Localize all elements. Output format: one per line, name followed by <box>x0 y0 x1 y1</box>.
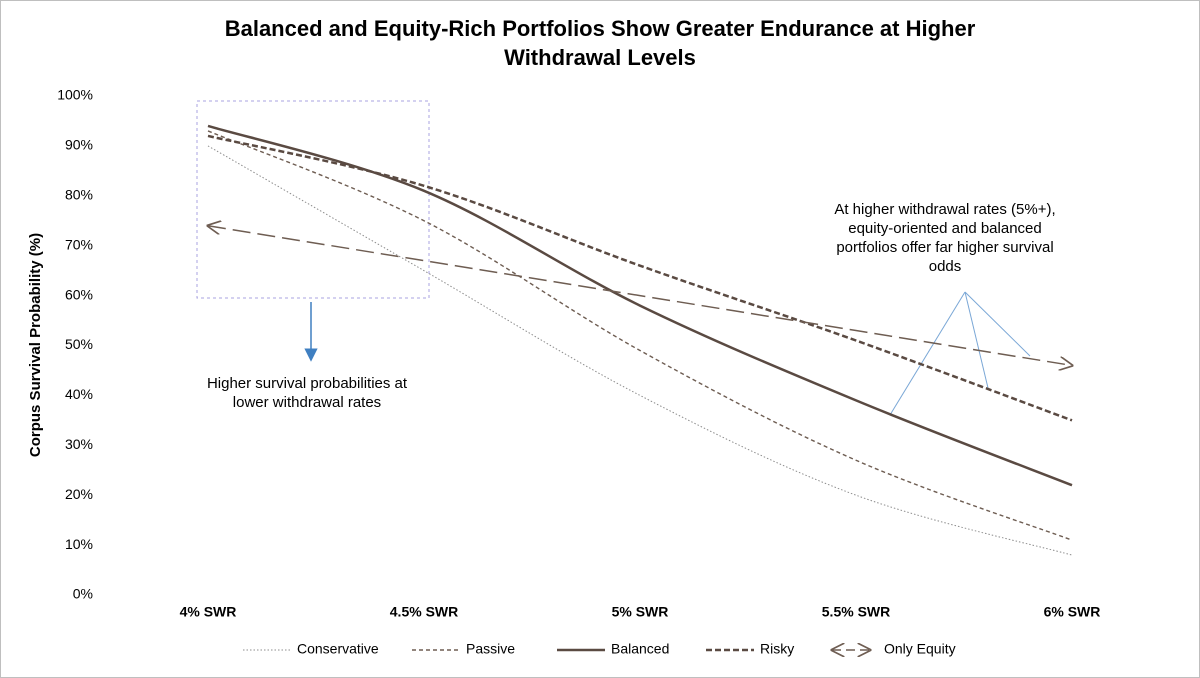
y-tick-label: 80% <box>65 187 93 203</box>
x-tick-label: 4% SWR <box>180 604 237 620</box>
y-tick-label: 100% <box>57 87 93 103</box>
y-tick-label: 40% <box>65 386 93 402</box>
y-tick-label: 70% <box>65 236 93 252</box>
x-tick-label: 5.5% SWR <box>822 604 890 620</box>
y-tick-label: 90% <box>65 137 93 153</box>
legend-label: Only Equity <box>884 641 956 657</box>
y-tick-label: 10% <box>65 536 93 552</box>
legend-label: Risky <box>760 641 794 657</box>
annotation-text: Higher survival probabilities at <box>207 375 408 392</box>
x-tick-label: 5% SWR <box>612 604 669 620</box>
annotation-text: At higher withdrawal rates (5%+), <box>834 201 1055 218</box>
legend-label: Conservative <box>297 641 379 657</box>
series-line <box>207 145 1073 556</box>
y-tick-label: 50% <box>65 336 93 352</box>
y-tick-label: 30% <box>65 436 93 452</box>
series-line <box>208 226 1072 366</box>
title-line: Balanced and Equity-Rich Portfolios Show… <box>225 16 976 41</box>
annotation-text: equity-oriented and balanced <box>848 220 1041 237</box>
annotation-text: portfolios offer far higher survival <box>836 239 1053 256</box>
legend-label: Balanced <box>611 641 669 657</box>
title-line: Withdrawal Levels <box>504 45 696 70</box>
x-tick-label: 6% SWR <box>1044 604 1101 620</box>
annotation-text: odds <box>929 258 962 275</box>
x-tick-label: 4.5% SWR <box>390 604 458 620</box>
y-tick-label: 20% <box>65 486 93 502</box>
chart-title: Balanced and Equity-Rich Portfolios Show… <box>225 16 976 70</box>
y-tick-label: 60% <box>65 286 93 302</box>
y-axis-title: Corpus Survival Probability (%) <box>27 233 44 457</box>
highlight-box <box>196 100 430 299</box>
annotation-text: lower withdrawal rates <box>233 394 381 411</box>
legend-label: Passive <box>466 641 515 657</box>
y-tick-label: 0% <box>73 586 93 602</box>
